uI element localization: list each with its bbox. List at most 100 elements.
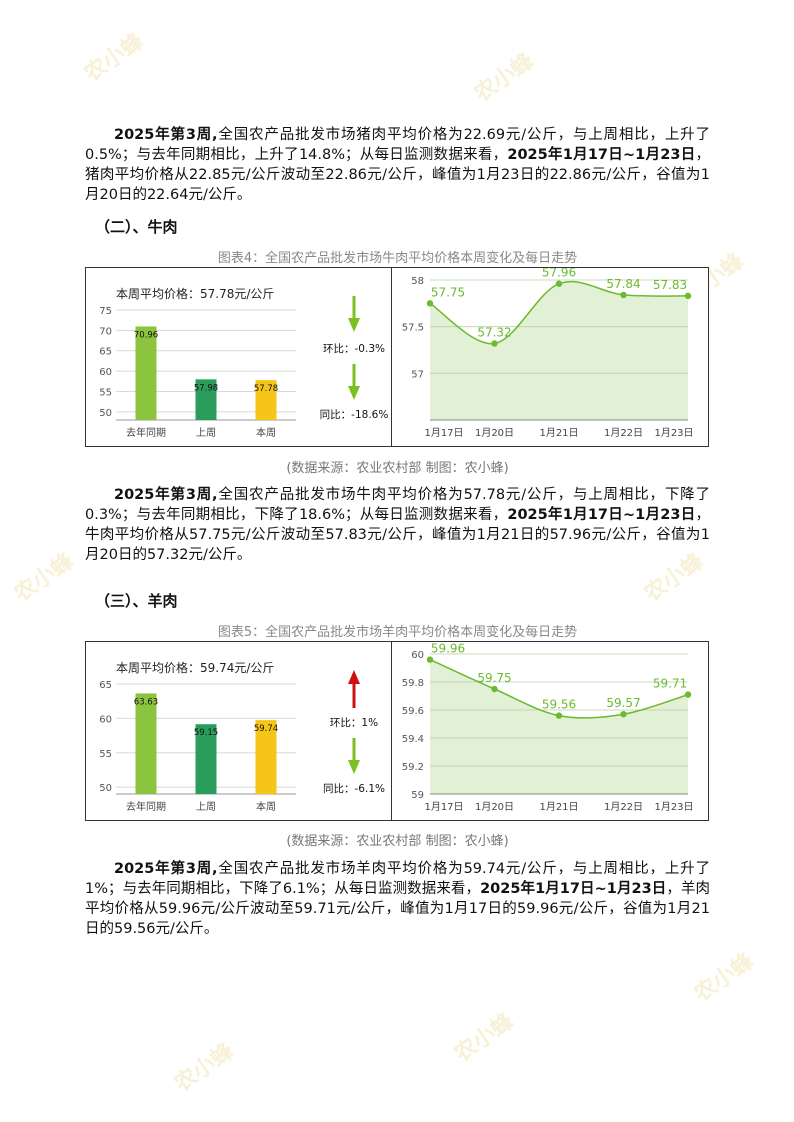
x-tick-label: 1月23日 (654, 801, 693, 813)
beef-summary-paragraph: 2025年第3周,全国农产品批发市场牛肉平均价格为57.78元/公斤，与上周相比… (85, 485, 710, 565)
y-tick-label: 55 (99, 387, 112, 398)
bar-chart-title: 本周平均价格：57.78元/公斤 (116, 286, 274, 301)
data-point (426, 656, 434, 663)
data-point (684, 292, 692, 300)
bold-date-range: 2025年1月17日~1月23日 (507, 147, 696, 163)
watermark-logo: 农小蜂 (10, 548, 79, 608)
watermark-logo: 农小蜂 (690, 948, 759, 1008)
pork-summary-paragraph: 2025年第3周,全国农产品批发市场猪肉平均价格为22.69元/公斤，与上周相比… (85, 125, 710, 205)
x-category-label: 上周 (196, 801, 216, 813)
data-value-label: 57.84 (606, 277, 640, 291)
beef-weekly-bar-chart: 本周平均价格：57.78元/公斤 50 55 60 65 70 75 70.96 去年同期 57.… (99, 286, 389, 439)
yoy-change-label: 同比：-18.6% (320, 408, 389, 421)
y-tick-label: 65 (99, 347, 112, 358)
data-point (491, 685, 498, 693)
y-tick-label: 60 (99, 714, 112, 725)
mom-change-label: 环比：1% (330, 716, 378, 729)
text: 全国农产品批发市场羊肉平均价格为59.74元/公斤，与上周相比，上升了1%；与去… (85, 861, 710, 897)
data-value-label: 59.71 (653, 677, 687, 691)
x-tick-label: 1月17日 (424, 801, 463, 813)
y-tick-label: 50 (99, 783, 112, 794)
x-tick-label: 1月22日 (604, 427, 643, 439)
data-point (491, 340, 498, 347)
y-tick-label: 60 (99, 367, 112, 378)
data-value-label: 57.83 (653, 278, 687, 292)
panel-divider (391, 642, 392, 820)
x-category-label: 去年同期 (126, 800, 166, 813)
figure-caption-5: 图表5：全国农产品批发市场羊肉平均价格本周变化及每日走势 (217, 625, 578, 640)
mutton-summary-paragraph: 2025年第3周,全国农产品批发市场羊肉平均价格为59.74元/公斤，与上周相比… (85, 859, 710, 939)
data-value-label: 59.56 (542, 698, 576, 712)
x-category-label: 去年同期 (126, 426, 166, 439)
mutton-chart-panel: 本周平均价格：59.74元/公斤 50 55 60 65 63.63 去年同期 59.15 上周… (85, 641, 709, 821)
y-tick-label: 70 (99, 326, 112, 337)
mom-change-label: 环比：-0.3% (323, 342, 385, 355)
y-tick-label: 57.5 (402, 323, 424, 334)
bold-week: 2025年第3周, (114, 861, 218, 877)
y-tick-label: 75 (99, 306, 112, 317)
area-fill (430, 281, 688, 420)
data-value-label: 57.75 (431, 285, 465, 299)
bold-week: 2025年第3周, (114, 487, 218, 503)
data-point (684, 691, 692, 698)
beef-chart-panel: 本周平均价格：57.78元/公斤 50 55 60 65 70 75 70.96 去年同期 57.… (85, 267, 709, 447)
bar (255, 380, 277, 420)
bar (255, 720, 277, 794)
x-tick-label: 1月22日 (604, 801, 643, 813)
bar-chart-title: 本周平均价格：59.74元/公斤 (116, 660, 274, 675)
x-category-label: 本周 (256, 800, 276, 813)
data-source-beef: (数据来源：农业农村部 制图：农小蜂) (286, 461, 509, 476)
y-tick-label: 57 (411, 369, 424, 380)
y-tick-label: 55 (99, 749, 112, 760)
bar-value-label: 59.15 (194, 728, 218, 738)
arrow-down-icon (348, 760, 360, 774)
mutton-weekly-bar-chart: 本周平均价格：59.74元/公斤 50 55 60 65 63.63 去年同期 59.15 上周… (99, 660, 385, 813)
text: ，羊肉平均价格从59.96元/公斤波动至59.71元/公斤，峰值为1月17日的5… (85, 881, 711, 937)
text: 全国农产品批发市场牛肉平均价格为57.78元/公斤，与上周相比，下降了0.3%；… (85, 487, 710, 523)
bar-value-label: 57.98 (194, 383, 218, 393)
y-tick-label: 50 (99, 408, 112, 419)
watermark-logo: 农小蜂 (80, 28, 149, 88)
arrow-down-icon (348, 386, 360, 400)
data-value-label: 59.96 (431, 642, 465, 656)
data-value-label: 57.32 (477, 325, 511, 339)
mutton-daily-line-chart: 59 59.2 59.4 59.6 59.8 60 59.96 1月17日 59.75 1月20日… (402, 642, 694, 813)
data-value-label: 59.57 (606, 696, 640, 710)
bar-value-label: 63.63 (134, 697, 158, 707)
yoy-change-label: 同比：-6.1% (323, 782, 385, 795)
x-tick-label: 1月20日 (475, 801, 514, 813)
x-tick-label: 1月20日 (475, 427, 514, 439)
y-tick-label: 59.8 (402, 678, 424, 689)
data-point (555, 712, 563, 719)
x-tick-label: 1月17日 (424, 427, 463, 439)
bold-date-range: 2025年1月17日~1月23日 (507, 507, 696, 523)
arrow-down-icon (348, 318, 360, 332)
x-tick-label: 1月21日 (539, 801, 578, 813)
section-title-beef: （二）、牛肉 (95, 218, 178, 236)
area-fill (430, 659, 688, 794)
x-category-label: 上周 (196, 427, 216, 439)
watermark-logo: 农小蜂 (450, 1008, 519, 1068)
bar-value-label: 57.78 (254, 384, 278, 394)
watermark-logo: 农小蜂 (170, 1038, 239, 1098)
data-source-mutton: (数据来源：农业农村部 制图：农小蜂) (286, 834, 509, 849)
text: ，牛肉平均价格从57.75元/公斤波动至57.83元/公斤，峰值为1月21日的5… (85, 507, 710, 563)
bold-week: 2025年第3周, (114, 127, 218, 143)
data-value-label: 57.96 (542, 268, 576, 280)
data-point (555, 280, 563, 287)
watermark-logo: 农小蜂 (470, 48, 539, 108)
panel-divider (391, 268, 392, 446)
y-tick-label: 59 (411, 790, 424, 801)
x-category-label: 本周 (256, 426, 276, 439)
y-tick-label: 59.6 (402, 706, 424, 717)
y-tick-label: 58 (411, 276, 424, 287)
data-point (620, 291, 627, 299)
figure-caption-4: 图表4：全国农产品批发市场牛肉平均价格本周变化及每日走势 (217, 251, 578, 266)
data-point (620, 711, 627, 718)
section-title-mutton: （三）、羊肉 (95, 592, 178, 610)
bar-value-label: 59.74 (254, 724, 278, 734)
beef-daily-line-chart: 57 57.5 58 57.75 1月17日 57.32 1月20日 57.96 1月21日 57… (402, 268, 694, 439)
x-tick-label: 1月23日 (654, 427, 693, 439)
data-value-label: 59.75 (477, 671, 511, 685)
y-tick-label: 59.2 (402, 762, 424, 773)
